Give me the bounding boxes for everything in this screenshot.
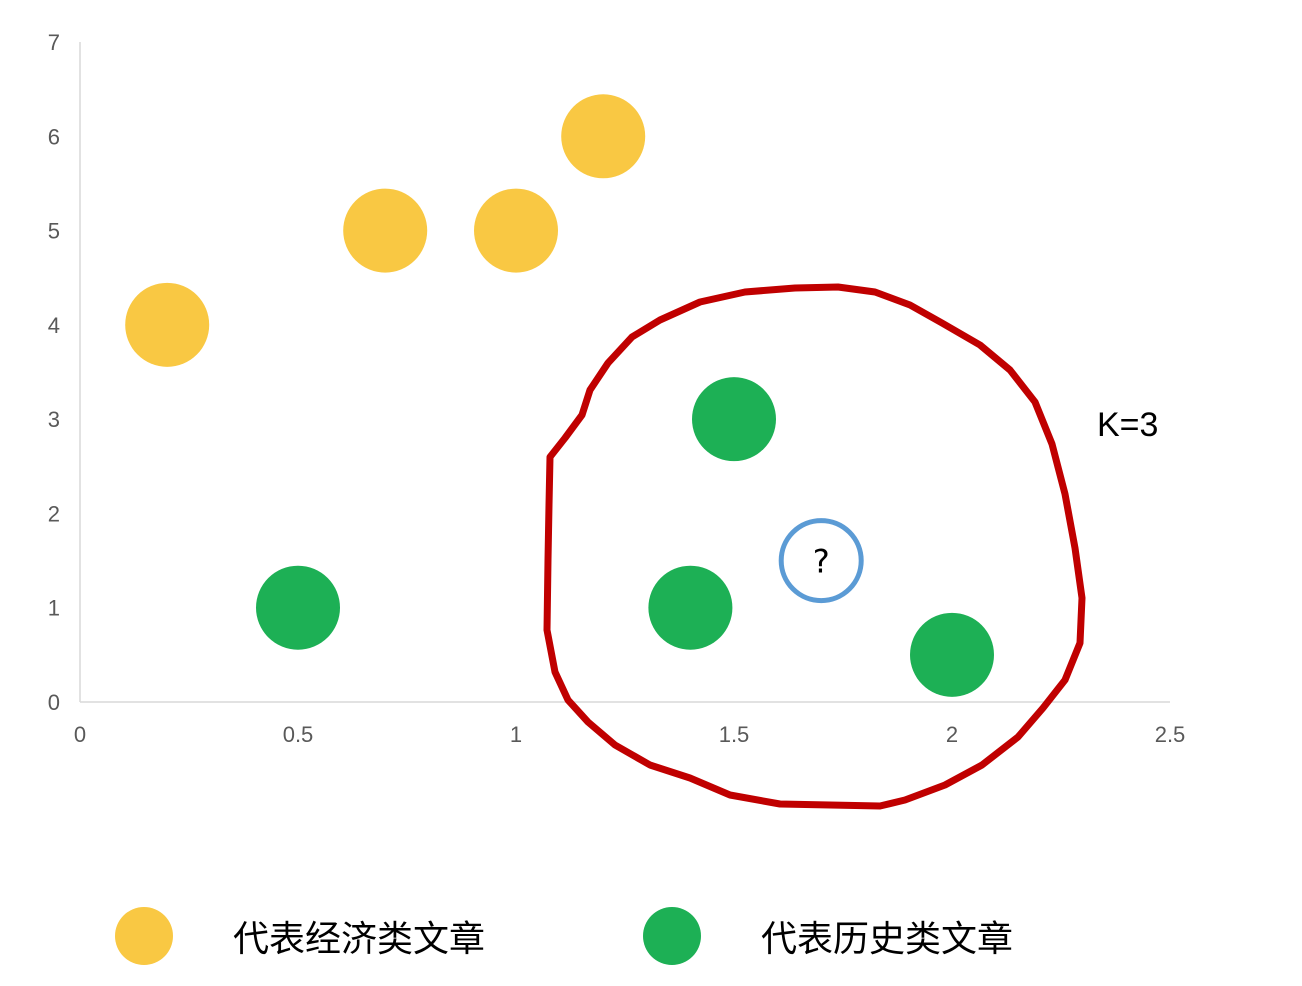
query-point: ? <box>778 518 864 604</box>
tick-labels: 0 0.5 1 1.5 2 2.5 0 1 2 3 4 5 6 7 <box>48 30 1186 747</box>
query-circle <box>778 518 864 604</box>
x-tick-label: 0 <box>74 722 86 747</box>
annotations: K=3 <box>1097 406 1158 444</box>
legend-item-economics: 代表经济类文章 <box>115 905 485 967</box>
history-point <box>256 565 340 650</box>
y-tick-label: 6 <box>48 124 60 149</box>
query-label: ? <box>813 543 830 581</box>
legend-label-history: 代表历史类文章 <box>761 919 1014 960</box>
x-tick-label: 2 <box>946 722 958 747</box>
legend-swatch-history <box>643 907 701 965</box>
x-tick-label: 1 <box>510 722 522 747</box>
y-tick-label: 5 <box>48 219 60 244</box>
data-points <box>125 94 994 697</box>
economics-point <box>474 188 558 273</box>
x-tick-label: 1.5 <box>719 722 750 747</box>
legend-swatch-economics <box>115 907 173 965</box>
legend-item-history: 代表历史类文章 <box>643 905 1013 967</box>
x-tick-label: 2.5 <box>1155 722 1186 747</box>
history-point <box>692 377 776 462</box>
axes <box>79 42 1170 703</box>
y-tick-label: 3 <box>48 407 60 432</box>
legend-label-economics: 代表经济类文章 <box>233 919 486 960</box>
history-point <box>648 565 733 650</box>
y-tick-label: 0 <box>48 690 60 715</box>
x-tick-label: 0.5 <box>283 722 314 747</box>
y-tick-label: 1 <box>48 596 60 621</box>
y-tick-label: 4 <box>48 313 60 338</box>
k-annotation: K=3 <box>1097 406 1158 444</box>
y-tick-label: 2 <box>48 501 60 526</box>
knn-boundary <box>543 283 1086 810</box>
economics-point <box>561 94 646 179</box>
economics-point <box>343 188 428 273</box>
boundary-outline <box>543 283 1086 810</box>
y-tick-label: 7 <box>48 30 60 55</box>
history-point <box>910 612 994 697</box>
economics-point <box>125 282 210 367</box>
